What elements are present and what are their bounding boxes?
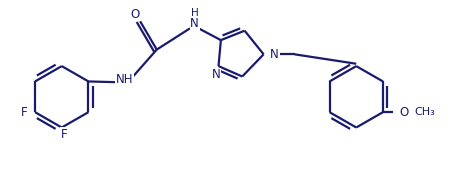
Text: N: N xyxy=(270,48,279,61)
Text: O: O xyxy=(399,106,408,119)
Text: CH₃: CH₃ xyxy=(415,107,436,117)
Text: N: N xyxy=(190,17,199,30)
Text: N: N xyxy=(212,68,220,81)
Text: H: H xyxy=(191,8,199,18)
Text: F: F xyxy=(21,106,28,119)
Text: O: O xyxy=(131,8,140,21)
Text: NH: NH xyxy=(116,73,133,86)
Text: F: F xyxy=(61,128,67,141)
